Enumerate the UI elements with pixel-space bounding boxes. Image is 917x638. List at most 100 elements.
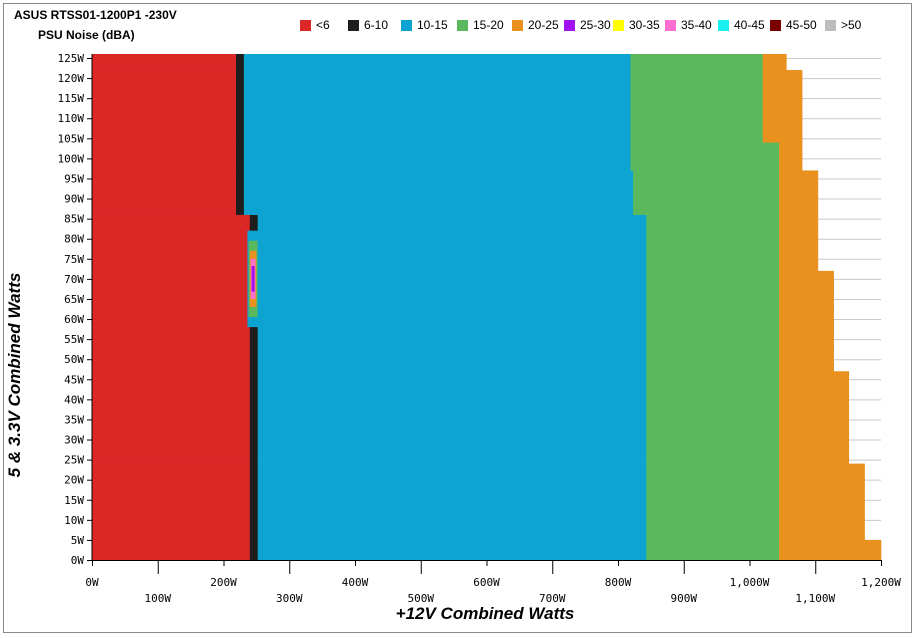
heat-cell-20-25 [779, 371, 850, 464]
heat-cell-6-10 [249, 371, 258, 464]
legend-label: 45-50 [786, 18, 817, 32]
legend-swatch [564, 19, 575, 31]
legend-label: 15-20 [473, 18, 504, 32]
heat-cell-15-20 [630, 70, 763, 143]
legend-item: 25-30 [564, 16, 611, 34]
legend-swatch [718, 19, 729, 31]
heat-cell-20-25 [779, 142, 803, 171]
legend-item: 10-15 [401, 16, 448, 34]
y-tick-label: 100W [58, 152, 85, 165]
y-tick-label: 115W [58, 92, 85, 105]
legend-label: <6 [316, 18, 330, 32]
x-tick-label: 600W [473, 576, 500, 589]
heat-cell-15-20 [630, 142, 780, 171]
y-tick-label: 125W [58, 52, 85, 65]
y-tick-label: 50W [64, 353, 84, 366]
heat-cell-6-10 [235, 170, 245, 215]
y-tick-label: 120W [58, 72, 85, 85]
legend-item: 20-25 [512, 16, 559, 34]
heat-cell-20-25 [779, 463, 865, 541]
heat-cell-6-10 [235, 53, 245, 71]
heat-cell-10-15 [257, 214, 647, 272]
y-tick-label: 40W [64, 393, 84, 406]
y-tick-label: 105W [58, 132, 85, 145]
legend-swatch [825, 19, 836, 31]
heat-cell-15-20 [630, 53, 763, 71]
x-tick-label: 500W [408, 592, 435, 605]
y-tick-label: 15W [64, 494, 84, 507]
x-tick-label: 900W [671, 592, 698, 605]
x-tick-label: 800W [605, 576, 632, 589]
x-tick-label: 100W [145, 592, 172, 605]
legend-swatch [613, 19, 624, 31]
legend-label: 40-45 [734, 18, 765, 32]
heat-cell-lt6 [92, 463, 251, 541]
y-tick-label: 20W [64, 474, 84, 487]
heat-cell-lt6 [92, 142, 237, 171]
legend-item: 35-40 [665, 16, 712, 34]
heat-cell-lt6 [92, 371, 251, 464]
legend-swatch [348, 19, 359, 31]
heat-cell-6-10 [249, 463, 258, 541]
heat-cell-10-15 [243, 70, 631, 143]
heat-cell-10-15 [243, 53, 631, 71]
legend-swatch [457, 19, 468, 31]
heat-cell-lt6 [92, 539, 251, 561]
heat-cell-20-25 [779, 214, 819, 272]
y-tick-label: 10W [64, 514, 84, 527]
heat-cell-15-20 [646, 270, 780, 372]
legend-item: 30-35 [613, 16, 660, 34]
heat-cell-10-15 [257, 270, 647, 372]
heat-cell-6-10 [249, 539, 258, 561]
x-tick-label: 200W [210, 576, 237, 589]
legend-label: 6-10 [364, 18, 389, 32]
legend-item: <6 [300, 16, 330, 34]
heat-cell-lt6 [92, 170, 237, 215]
heat-cell-10-15 [243, 142, 631, 171]
x-tick-label: 1,100W [795, 592, 835, 605]
y-tick-label: 30W [64, 434, 84, 447]
x-tick-label: 400W [342, 576, 369, 589]
heat-cell-10-15 [257, 371, 647, 464]
heat-cell-lt6 [92, 70, 237, 143]
legend-label: 20-25 [528, 18, 559, 32]
y-tick-label: 70W [64, 273, 84, 286]
y-tick-label: 60W [64, 313, 84, 326]
legend-item: 6-10 [348, 16, 388, 34]
heat-cell-20-25 [762, 70, 803, 143]
heat-cell-15-20 [646, 371, 780, 464]
y-tick-label: 35W [64, 413, 84, 426]
heat-cell-15-20 [646, 539, 780, 561]
heat-cell-20-25 [762, 53, 787, 71]
legend-label: 35-40 [681, 18, 712, 32]
legend-swatch [401, 19, 412, 31]
legend-swatch [300, 19, 311, 31]
x-axis-label: +12V Combined Watts [395, 604, 575, 623]
legend-label: 25-30 [580, 18, 611, 32]
y-tick-label: 25W [64, 454, 84, 467]
heat-cell-15-20 [633, 170, 780, 215]
legend-item: 45-50 [770, 16, 817, 34]
y-tick-label: 95W [64, 172, 84, 185]
legend-item: 15-20 [457, 16, 504, 34]
heat-cell-6-10 [235, 70, 245, 143]
x-tick-label: 700W [539, 592, 566, 605]
y-tick-label: 80W [64, 233, 84, 246]
heat-cell-6-10 [235, 142, 245, 171]
x-tick-label: 1,000W [730, 576, 770, 589]
y-tick-label: 110W [58, 112, 85, 125]
heat-cell-20-25 [779, 539, 865, 561]
y-tick-label: 55W [64, 333, 84, 346]
chart-title: ASUS RTSS01-1200P1 -230V [14, 8, 177, 22]
legend-swatch [512, 19, 523, 31]
legend-item: >50 [825, 16, 861, 34]
heat-cell-15-20 [646, 463, 780, 541]
y-tick-label: 65W [64, 293, 84, 306]
heat-cell-20-25 [864, 539, 882, 561]
legend-swatch [770, 19, 781, 31]
heat-cell-lt6 [92, 270, 251, 372]
heat-cell-15-20 [646, 214, 780, 272]
x-tick-label: 300W [276, 592, 303, 605]
heat-cell-lt6 [92, 214, 251, 272]
